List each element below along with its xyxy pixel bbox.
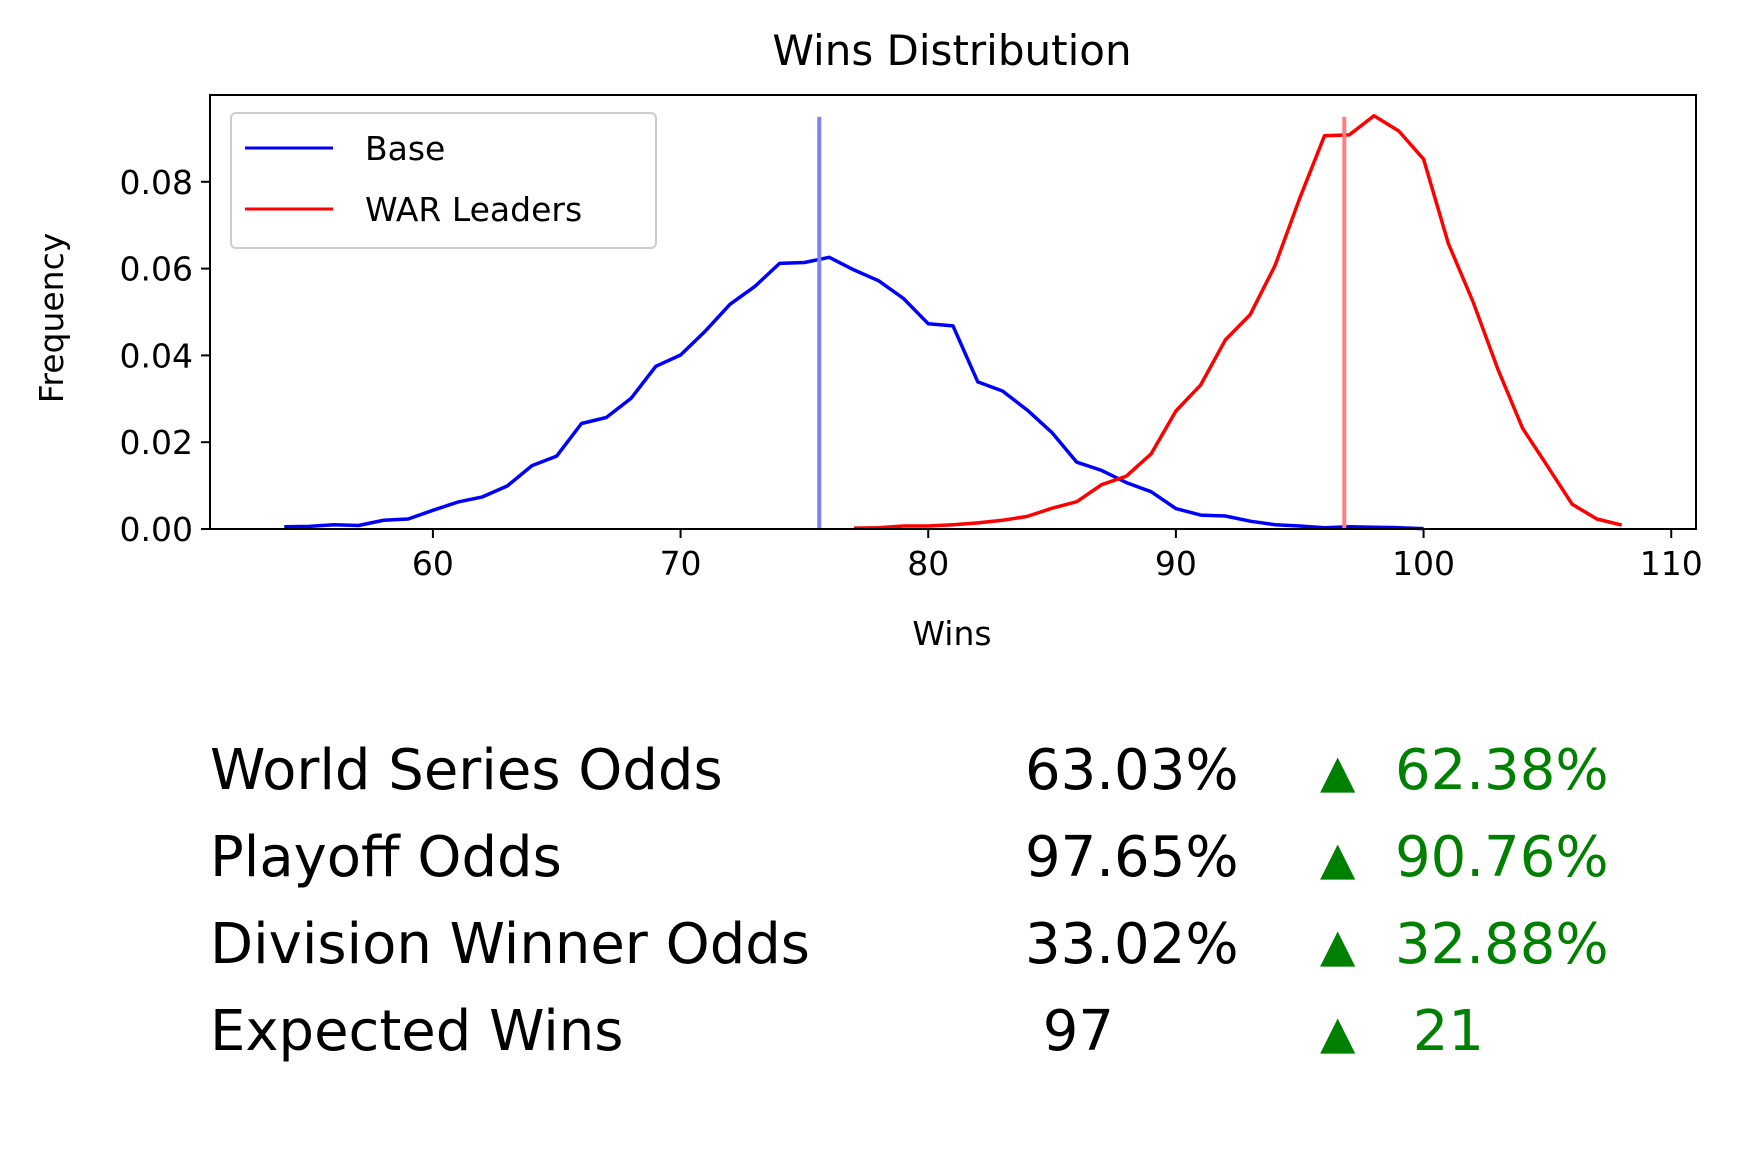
y-tick-label: 0.00 — [120, 510, 193, 549]
stat-value: 33.02% — [1025, 912, 1239, 977]
up-arrow-icon: ▲ — [1320, 831, 1356, 885]
y-tick-label: 0.04 — [120, 336, 193, 375]
stat-delta: 62.38% — [1395, 738, 1609, 803]
stat-row-division-winner: Division Winner Odds 33.02% ▲ 32.88% — [0, 910, 1740, 980]
up-arrow-icon: ▲ — [1320, 744, 1356, 798]
chart-title: Wins Distribution — [772, 26, 1131, 75]
plot-frame — [209, 94, 1697, 530]
x-tick-label: 80 — [907, 544, 949, 583]
stat-label: Playoff Odds — [210, 825, 562, 890]
y-tick-label: 0.06 — [120, 250, 193, 289]
legend-label-base: Base — [365, 129, 445, 168]
legend: Base WAR Leaders — [230, 112, 657, 249]
stat-value: 63.03% — [1025, 738, 1239, 803]
series-line-war-leaders — [853, 114, 1623, 530]
x-tick-label: 110 — [1640, 544, 1703, 583]
stat-label: World Series Odds — [210, 738, 723, 803]
plot-area: 60 70 80 90 100 110 0.00 0.02 0.04 0.06 0.08 — [120, 94, 1703, 583]
up-arrow-icon: ▲ — [1320, 1005, 1356, 1059]
stat-label: Expected Wins — [210, 999, 624, 1064]
x-tick-label: 90 — [1155, 544, 1197, 583]
stat-delta: 32.88% — [1395, 912, 1609, 977]
stat-row-expected-wins: Expected Wins 97 ▲ 21 — [0, 997, 1740, 1067]
x-tick-label: 100 — [1392, 544, 1455, 583]
stat-delta: 21 — [1395, 999, 1485, 1064]
x-tick-label: 60 — [412, 544, 454, 583]
wins-distribution-chart: Wins Distribution Frequency Wins 60 70 80 9… — [32, 26, 1703, 653]
stat-value: 97 — [1025, 999, 1115, 1064]
legend-label-war-leaders: WAR Leaders — [365, 190, 582, 229]
y-tick-label: 0.02 — [120, 423, 193, 462]
up-arrow-icon: ▲ — [1320, 918, 1356, 972]
stat-value: 97.65% — [1025, 825, 1239, 890]
series-line-base — [284, 255, 1424, 531]
x-tick-label: 70 — [660, 544, 702, 583]
stat-label: Division Winner Odds — [210, 912, 810, 977]
stat-delta: 90.76% — [1395, 825, 1609, 890]
y-tick-label: 0.08 — [120, 163, 193, 202]
stat-row-playoff: Playoff Odds 97.65% ▲ 90.76% — [0, 823, 1740, 893]
y-axis-label: Frequency — [32, 233, 71, 403]
x-axis-label: Wins — [912, 614, 991, 653]
legend-box — [230, 112, 657, 249]
stat-row-world-series: World Series Odds 63.03% ▲ 62.38% — [0, 736, 1740, 806]
